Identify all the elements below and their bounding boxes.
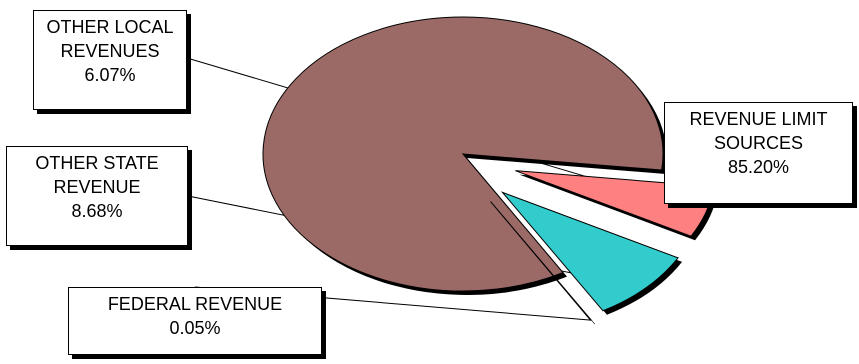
label-other-state-value: 8.68% [71,201,123,221]
label-other-local-line2: REVENUES [60,41,160,61]
label-other-state-revenue: OTHER STATE REVENUE 8.68% [6,146,188,246]
label-federal-revenue: FEDERAL REVENUE 0.05% [68,287,322,355]
label-other-state-line1: OTHER STATE [35,153,159,173]
label-other-local-value: 6.07% [84,65,136,85]
slice-federal-revenue [490,201,592,321]
label-revenue-limit-value: 85.20% [727,157,790,177]
pie-slices [262,16,715,321]
slice-revenue-limit-sources [262,16,664,292]
label-revenue-limit-line2: SOURCES [713,133,803,153]
label-revenue-limit-line1: REVENUE LIMIT [689,109,828,129]
label-other-state-line2: REVENUE [53,177,141,197]
label-federal-value: 0.05% [169,318,221,338]
label-federal-line1: FEDERAL REVENUE [107,294,283,314]
slice-other-state-revenue [500,191,679,312]
label-other-local-revenues: OTHER LOCAL REVENUES 6.07% [33,10,187,110]
label-revenue-limit-sources: REVENUE LIMIT SOURCES 85.20% [664,102,853,204]
label-other-local-line1: OTHER LOCAL [46,17,174,37]
